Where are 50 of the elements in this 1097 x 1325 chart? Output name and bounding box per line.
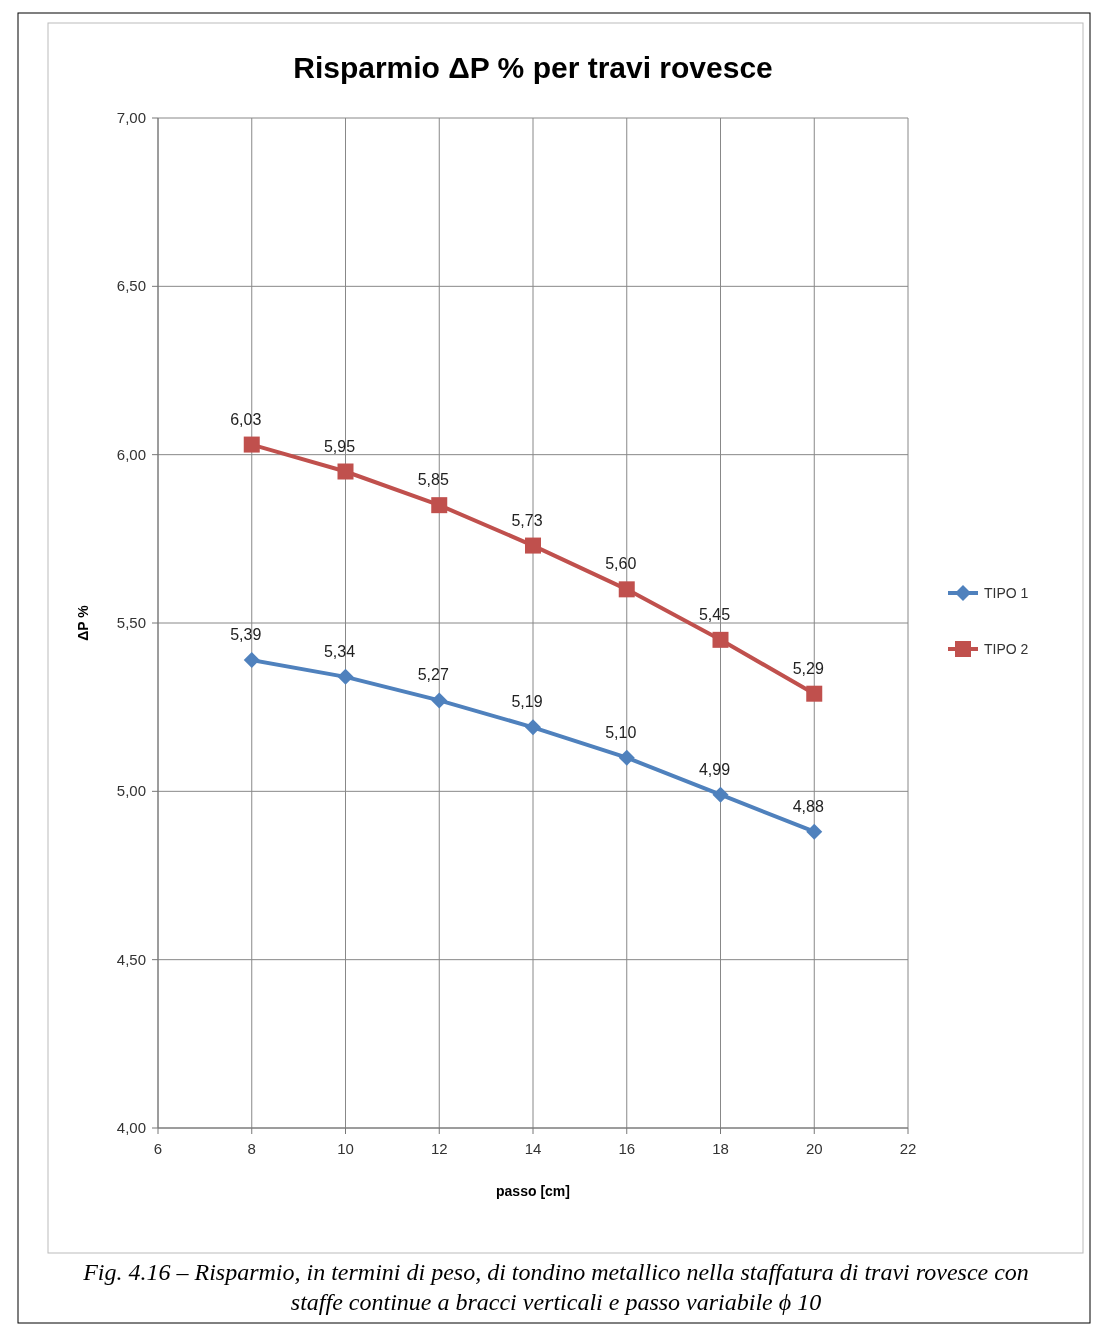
- x-tick-label: 22: [899, 1140, 917, 1157]
- x-tick-label: 18: [712, 1140, 729, 1157]
- data-label: 5,85: [417, 471, 449, 489]
- y-tick-label: 4,50: [116, 950, 146, 968]
- point: [337, 668, 354, 685]
- data-label: 4,99: [698, 760, 731, 778]
- point: [806, 823, 823, 840]
- point: [243, 436, 260, 453]
- y-tick-label: 6,50: [116, 277, 146, 295]
- point: [431, 692, 448, 709]
- point: [431, 497, 448, 514]
- y-tick-label: 4,00: [116, 1119, 146, 1136]
- data-label: 5,73: [511, 511, 543, 529]
- data-label: 5,45: [698, 605, 731, 623]
- data-label: 5,60: [605, 555, 637, 573]
- point: [525, 537, 541, 554]
- data-label: 5,39: [230, 626, 262, 644]
- point: [525, 719, 541, 736]
- x-tick-label: 10: [337, 1140, 354, 1157]
- x-tick-label: 14: [524, 1140, 542, 1157]
- y-tick-label: 7,00: [116, 109, 146, 126]
- x-tick-label: 16: [618, 1140, 636, 1157]
- point: [243, 652, 260, 669]
- data-label: 5,29: [792, 659, 824, 677]
- point: [712, 631, 729, 648]
- point: [337, 463, 354, 480]
- data-label: 5,19: [511, 693, 543, 711]
- point: [806, 685, 823, 702]
- data-label: 5,95: [323, 437, 356, 455]
- data-label: 5,27: [417, 666, 449, 684]
- x-tick-label: 8: [247, 1140, 256, 1157]
- point: [618, 749, 635, 766]
- y-axis-title: ΔP %: [75, 604, 91, 641]
- y-tick-label: 5,00: [116, 782, 146, 800]
- y-tick-label: 6,00: [116, 445, 146, 463]
- y-tick-label: 5,50: [116, 614, 146, 631]
- legend-label: TIPO 1: [984, 585, 1029, 601]
- x-axis-title: passo [cm]: [496, 1183, 570, 1199]
- point: [712, 786, 729, 803]
- x-tick-label: 6: [153, 1140, 163, 1157]
- chart-title: Risparmio ΔP % per travi rovesce: [293, 51, 773, 84]
- x-tick-label: 20: [805, 1140, 823, 1157]
- x-tick-label: 12: [430, 1140, 448, 1157]
- caption: Fig. 4.16 – Risparmio, in termini di peso, di tondino metallico nella staffatura di travi rovesce con staffe continue a bracci verticali e passo variabile ϕ 10: [82, 1259, 1029, 1315]
- data-label: 5,34: [323, 642, 356, 660]
- data-label: 6,03: [230, 410, 262, 428]
- data-label: 5,10: [605, 723, 637, 741]
- data-label: 4,88: [792, 797, 824, 815]
- point: [618, 581, 635, 598]
- legend-label: TIPO 2: [984, 641, 1029, 657]
